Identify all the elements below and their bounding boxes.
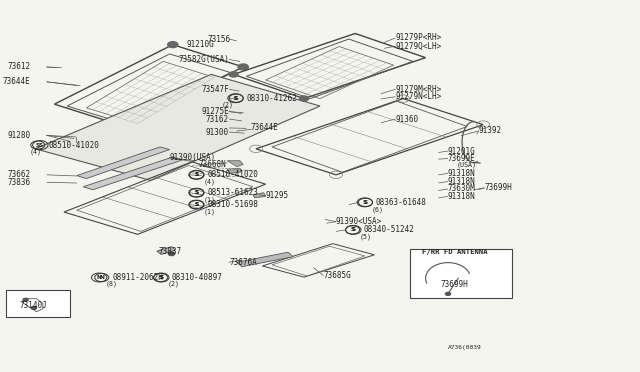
Text: 73699H: 73699H: [484, 183, 512, 192]
Circle shape: [238, 64, 248, 70]
Text: 91295: 91295: [266, 191, 289, 200]
Text: S: S: [195, 190, 198, 195]
Text: 73162: 73162: [206, 115, 229, 124]
Text: 08310-41262: 08310-41262: [246, 94, 298, 103]
Text: S: S: [38, 142, 42, 148]
Text: A736(0039: A736(0039: [448, 345, 482, 350]
Text: S: S: [195, 172, 198, 177]
Text: 91360: 91360: [396, 115, 419, 124]
Text: 08310-40897: 08310-40897: [172, 273, 222, 282]
Text: 73837: 73837: [159, 247, 182, 256]
Text: 73140J: 73140J: [19, 301, 47, 310]
Text: (2): (2): [221, 102, 234, 108]
Text: 91279N<LH>: 91279N<LH>: [396, 92, 442, 101]
Circle shape: [168, 252, 175, 256]
Text: 91392: 91392: [479, 126, 502, 135]
Circle shape: [168, 42, 178, 48]
Polygon shape: [227, 168, 242, 173]
Text: 73630M: 73630M: [448, 185, 476, 193]
Text: F/RR FD ANTENNA: F/RR FD ANTENNA: [422, 249, 488, 255]
Text: N: N: [97, 275, 102, 280]
Text: 91390<USA>: 91390<USA>: [336, 217, 382, 226]
Text: 73668N: 73668N: [198, 160, 226, 169]
Text: 73156: 73156: [207, 35, 230, 44]
Polygon shape: [227, 161, 243, 167]
Text: 08510-41020: 08510-41020: [207, 170, 258, 179]
Polygon shape: [35, 74, 320, 180]
Text: 08340-51242: 08340-51242: [364, 225, 414, 234]
Text: 91201G: 91201G: [448, 147, 476, 155]
Text: S: S: [159, 275, 163, 280]
Text: 91210G: 91210G: [187, 40, 214, 49]
Polygon shape: [237, 252, 293, 267]
Text: 73699H: 73699H: [440, 280, 468, 289]
Text: S: S: [36, 142, 40, 148]
Text: (4): (4): [29, 148, 42, 155]
Text: 08513-61623: 08513-61623: [207, 188, 258, 197]
Text: 73644E: 73644E: [3, 77, 31, 86]
Text: 73836: 73836: [8, 178, 31, 187]
Text: 91390(USA): 91390(USA): [170, 153, 216, 162]
Text: S: S: [195, 202, 198, 207]
Text: S: S: [363, 200, 367, 205]
Text: (5): (5): [360, 233, 372, 240]
Text: (4): (4): [204, 178, 216, 185]
Text: 73644E: 73644E: [251, 124, 278, 132]
Text: S: S: [195, 190, 198, 195]
Text: S: S: [351, 227, 355, 232]
Polygon shape: [6, 290, 70, 317]
Text: 08310-51698: 08310-51698: [207, 200, 258, 209]
Text: S: S: [351, 227, 355, 232]
Text: (8): (8): [106, 281, 118, 288]
Text: 91280: 91280: [8, 131, 31, 140]
Text: 73676A: 73676A: [229, 258, 257, 267]
Text: (USA): (USA): [457, 162, 477, 169]
Text: 73547F: 73547F: [202, 85, 229, 94]
Text: (6): (6): [371, 206, 383, 213]
Text: (1): (1): [204, 196, 216, 203]
Circle shape: [31, 307, 36, 310]
Polygon shape: [77, 147, 170, 179]
Text: 91300: 91300: [206, 128, 229, 137]
Text: 08911-2062H: 08911-2062H: [113, 273, 163, 282]
Polygon shape: [253, 193, 266, 198]
Polygon shape: [410, 249, 512, 298]
Circle shape: [229, 72, 238, 77]
Text: 91279P<RH>: 91279P<RH>: [396, 33, 442, 42]
Circle shape: [23, 298, 28, 301]
Text: (1): (1): [204, 208, 216, 215]
Text: S: S: [195, 172, 198, 177]
Text: 08510-41020: 08510-41020: [49, 141, 99, 150]
Text: 91279M<RH>: 91279M<RH>: [396, 85, 442, 94]
Text: 73699E: 73699E: [448, 154, 476, 163]
Text: 08363-61648: 08363-61648: [376, 198, 427, 207]
Text: (2): (2): [168, 281, 180, 288]
Polygon shape: [157, 247, 175, 254]
Text: 73685G: 73685G: [323, 271, 351, 280]
Text: 91318N: 91318N: [448, 177, 476, 186]
Text: N: N: [99, 275, 104, 280]
Text: 91275E: 91275E: [202, 107, 229, 116]
Text: 73582G(USA): 73582G(USA): [179, 55, 229, 64]
Polygon shape: [83, 157, 182, 190]
Circle shape: [445, 292, 451, 295]
Text: 73662: 73662: [8, 170, 31, 179]
Circle shape: [300, 96, 308, 101]
Text: S: S: [234, 96, 238, 101]
Text: 73612: 73612: [8, 62, 31, 71]
Text: 91279Q<LH>: 91279Q<LH>: [396, 42, 442, 51]
Text: 91318N: 91318N: [448, 192, 476, 201]
Text: S: S: [364, 200, 367, 205]
Text: 91318N: 91318N: [448, 169, 476, 178]
Text: S: S: [234, 96, 237, 101]
Text: S: S: [159, 275, 163, 280]
Text: S: S: [195, 202, 198, 207]
